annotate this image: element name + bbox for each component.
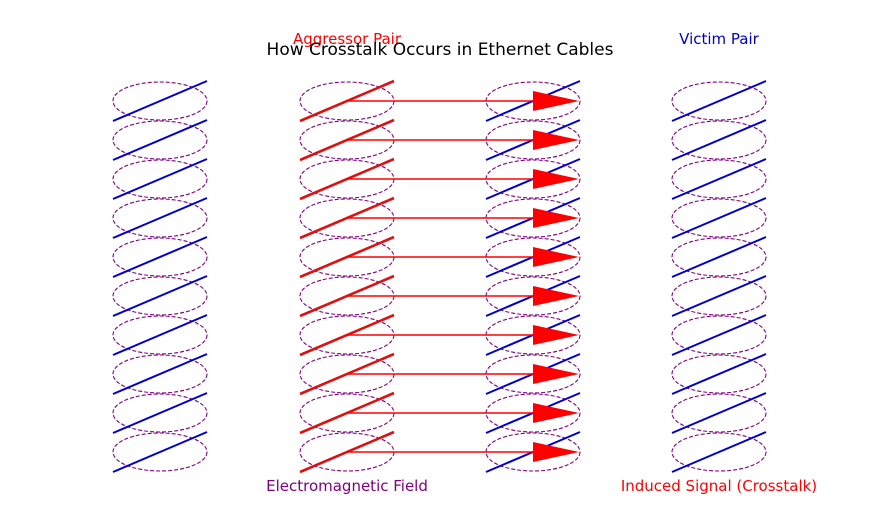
induced-signal-label: Induced Signal (Crosstalk)	[621, 477, 817, 495]
twist-wire	[112, 431, 208, 473]
coupling-arrow	[347, 169, 579, 189]
twist-wire	[671, 275, 767, 317]
field-ellipse	[112, 315, 208, 355]
field-ellipse	[671, 393, 767, 433]
field-ellipse	[112, 393, 208, 433]
twist-wire	[671, 314, 767, 356]
twist-wire	[112, 314, 208, 356]
outer-right-cable	[671, 80, 767, 473]
coupling-arrow	[347, 208, 579, 228]
field-ellipse	[112, 120, 208, 160]
diagram-title: How Crosstalk Occurs in Ethernet Cables	[267, 40, 614, 60]
coupling-arrows-group	[347, 91, 579, 462]
coupling-arrow	[347, 403, 579, 423]
field-ellipse	[112, 198, 208, 238]
twist-wire	[112, 80, 208, 122]
twist-wire	[112, 236, 208, 278]
twist-wire	[671, 158, 767, 200]
twist-wire	[112, 275, 208, 317]
outer-left-cable	[112, 80, 208, 473]
aggressor-pair-label: Aggressor Pair	[293, 30, 402, 48]
field-ellipse	[671, 120, 767, 160]
twist-wire	[671, 392, 767, 434]
field-ellipse	[671, 237, 767, 277]
twist-wire	[112, 197, 208, 239]
coupling-arrow	[347, 286, 579, 306]
coupling-arrow	[347, 91, 579, 111]
twist-wire	[671, 80, 767, 122]
twist-wire	[671, 119, 767, 161]
field-ellipse	[112, 276, 208, 316]
victim-pair-label: Victim Pair	[679, 30, 760, 48]
coupling-arrow	[347, 325, 579, 345]
twist-wire	[671, 197, 767, 239]
coupling-arrow	[347, 364, 579, 384]
twist-wire	[112, 119, 208, 161]
coupling-arrow	[347, 442, 579, 462]
twist-wire	[671, 431, 767, 473]
field-ellipse	[112, 432, 208, 472]
twist-wire	[671, 353, 767, 395]
coupling-arrow	[347, 130, 579, 150]
field-ellipse	[112, 81, 208, 121]
field-ellipse	[671, 276, 767, 316]
field-ellipse	[671, 315, 767, 355]
field-ellipse	[671, 198, 767, 238]
coupling-arrow	[347, 247, 579, 267]
field-ellipse	[112, 354, 208, 394]
electromagnetic-field-label: Electromagnetic Field	[266, 477, 428, 495]
twist-wire	[671, 236, 767, 278]
field-ellipse	[112, 237, 208, 277]
twist-wire	[112, 158, 208, 200]
twist-wire	[112, 392, 208, 434]
field-ellipse	[671, 432, 767, 472]
field-ellipse	[671, 81, 767, 121]
field-ellipse	[671, 354, 767, 394]
field-ellipse	[112, 159, 208, 199]
field-ellipse	[671, 159, 767, 199]
twist-wire	[112, 353, 208, 395]
